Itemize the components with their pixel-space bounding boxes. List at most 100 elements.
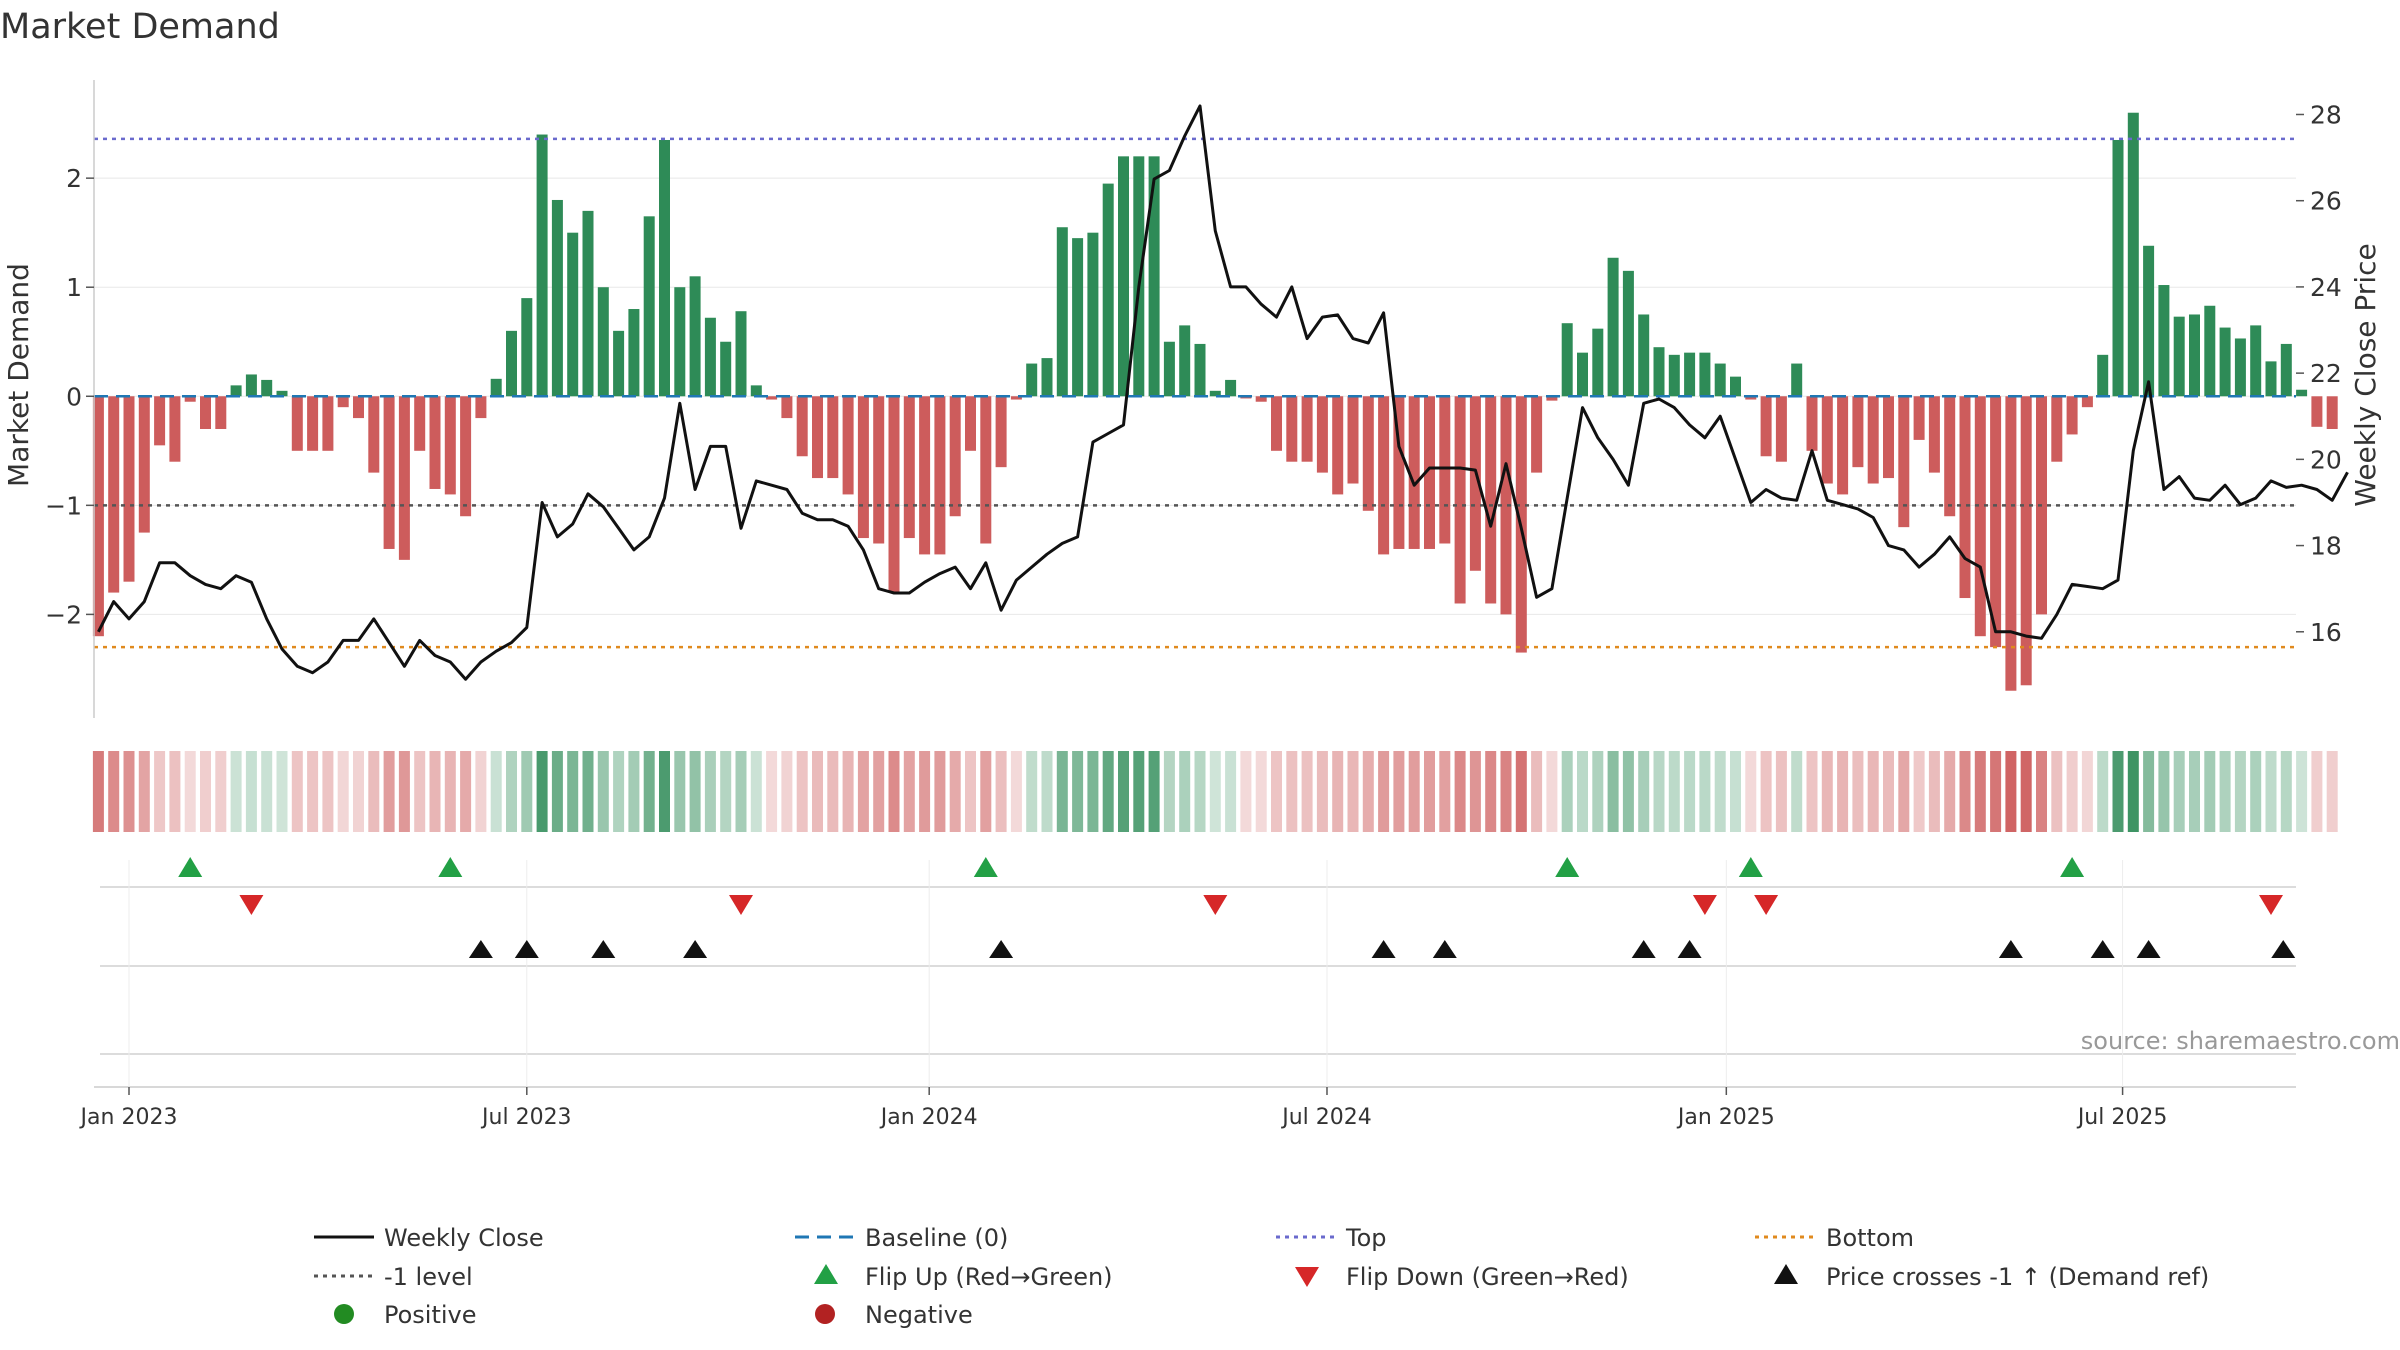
demand-bar-negative xyxy=(1898,396,1910,528)
demand-bar-negative xyxy=(2066,396,2078,435)
heat-cell xyxy=(704,751,716,832)
heat-cell xyxy=(414,751,426,832)
heat-cell xyxy=(108,751,120,832)
flip-up-marker xyxy=(178,857,203,877)
heat-cell xyxy=(2311,751,2323,832)
demand-bar-positive xyxy=(1179,325,1191,397)
demand-bar-negative xyxy=(1974,396,1986,637)
legend-top-label: Top xyxy=(1345,1224,1387,1252)
demand-bar-positive xyxy=(582,210,594,397)
heat-cell xyxy=(643,751,655,832)
demand-bar-negative xyxy=(1852,396,1864,468)
heat-cell xyxy=(781,751,793,832)
heat-cell xyxy=(2265,751,2277,832)
heat-cell xyxy=(1898,751,1910,832)
heat-cell xyxy=(888,751,900,832)
x-axis: Jan 2023 Jul 2023 Jan 2024 Jul 2024 Jan 2025… xyxy=(79,1087,2167,1130)
heat-cell xyxy=(1990,751,2002,832)
heat-cell xyxy=(184,751,196,832)
cross-marker xyxy=(989,940,1014,958)
heat-cell xyxy=(582,751,594,832)
heat-cell xyxy=(230,751,242,832)
heat-cell xyxy=(1439,751,1451,832)
y2-tick-label: 24 xyxy=(2310,273,2342,302)
demand-bar-positive xyxy=(506,330,517,397)
demand-bar-positive xyxy=(659,139,670,397)
demand-bar-positive xyxy=(674,287,686,397)
demand-bar-positive xyxy=(704,317,716,397)
demand-bar-negative xyxy=(1347,396,1359,484)
legend-minus-one-label: -1 level xyxy=(384,1263,473,1291)
heat-cell xyxy=(1408,751,1420,832)
legend-flip-down-marker xyxy=(1295,1267,1319,1287)
demand-bar-positive xyxy=(2296,389,2308,397)
heat-cell xyxy=(1118,751,1129,832)
heat-cell xyxy=(1607,751,1619,832)
heat-cell xyxy=(857,751,869,832)
heat-cell xyxy=(1592,751,1604,832)
demand-bar-positive xyxy=(1087,232,1099,397)
demand-bar-negative xyxy=(796,396,808,457)
demand-bar-negative xyxy=(414,396,426,451)
heat-cell xyxy=(2280,751,2292,832)
heat-cell xyxy=(1944,751,1956,832)
demand-bar-negative xyxy=(949,396,961,517)
heat-cell xyxy=(919,751,931,832)
event-markers xyxy=(94,857,2296,1088)
demand-bar-negative xyxy=(766,396,778,400)
cross-marker xyxy=(514,940,539,958)
axes: −2 −1 0 1 2 16 18 20 22 24 26 28 xyxy=(45,80,2342,718)
heat-cell xyxy=(1163,751,1175,832)
demand-bar-negative xyxy=(123,396,135,582)
y2-tick-label: 22 xyxy=(2310,359,2342,388)
heat-cell xyxy=(1531,751,1543,832)
demand-bar-positive xyxy=(689,276,701,397)
heat-cell xyxy=(2234,751,2246,832)
heat-cell xyxy=(1699,751,1711,832)
demand-bar-negative xyxy=(1531,396,1543,473)
heat-cell xyxy=(659,751,670,832)
heat-cell xyxy=(2066,751,2078,832)
demand-bar-positive xyxy=(750,385,762,397)
demand-bar-negative xyxy=(888,396,900,593)
heat-cell xyxy=(965,751,976,832)
demand-bar-negative xyxy=(1454,396,1466,604)
demand-bar-positive xyxy=(1194,343,1206,397)
demand-bar-negative xyxy=(2081,396,2093,408)
demand-bar-negative xyxy=(781,396,793,419)
heat-cell xyxy=(1225,751,1237,832)
demand-bar-positive xyxy=(1072,238,1084,397)
heat-cell xyxy=(506,751,517,832)
heat-cell xyxy=(873,751,885,832)
demand-bar-positive xyxy=(1561,323,1573,397)
demand-bar-negative xyxy=(1913,396,1925,440)
flip-up-marker xyxy=(2060,857,2085,877)
heat-cell xyxy=(1852,751,1864,832)
demand-bar-negative xyxy=(1316,396,1328,473)
demand-bar-positive xyxy=(1163,341,1175,397)
demand-bar-negative xyxy=(1439,396,1451,544)
demand-bar-negative xyxy=(903,396,915,539)
demand-bar-negative xyxy=(1546,396,1558,401)
demand-bar-negative xyxy=(1867,396,1879,484)
flip-down-marker xyxy=(729,895,753,915)
heat-cell xyxy=(2051,751,2063,832)
demand-bar-positive xyxy=(551,199,563,397)
legend-negative-marker xyxy=(815,1304,835,1324)
demand-bar-negative xyxy=(1806,396,1818,451)
cross-marker xyxy=(2271,940,2296,958)
legend-flip-down-label: Flip Down (Green→Red) xyxy=(1346,1263,1629,1291)
heat-cell xyxy=(842,751,854,832)
x-tick-label: Jan 2024 xyxy=(879,1105,978,1130)
heat-cell xyxy=(2158,751,2170,832)
heat-cell xyxy=(1301,751,1313,832)
heat-cell xyxy=(1469,751,1481,832)
flip-down-marker xyxy=(1754,895,1779,915)
flip-down-marker xyxy=(1203,895,1228,915)
demand-bar-positive xyxy=(1699,352,1711,397)
demand-bar-positive xyxy=(2189,314,2200,397)
heat-cell xyxy=(1087,751,1099,832)
heat-cell xyxy=(1362,751,1374,832)
demand-bar-positive xyxy=(1638,314,1650,397)
